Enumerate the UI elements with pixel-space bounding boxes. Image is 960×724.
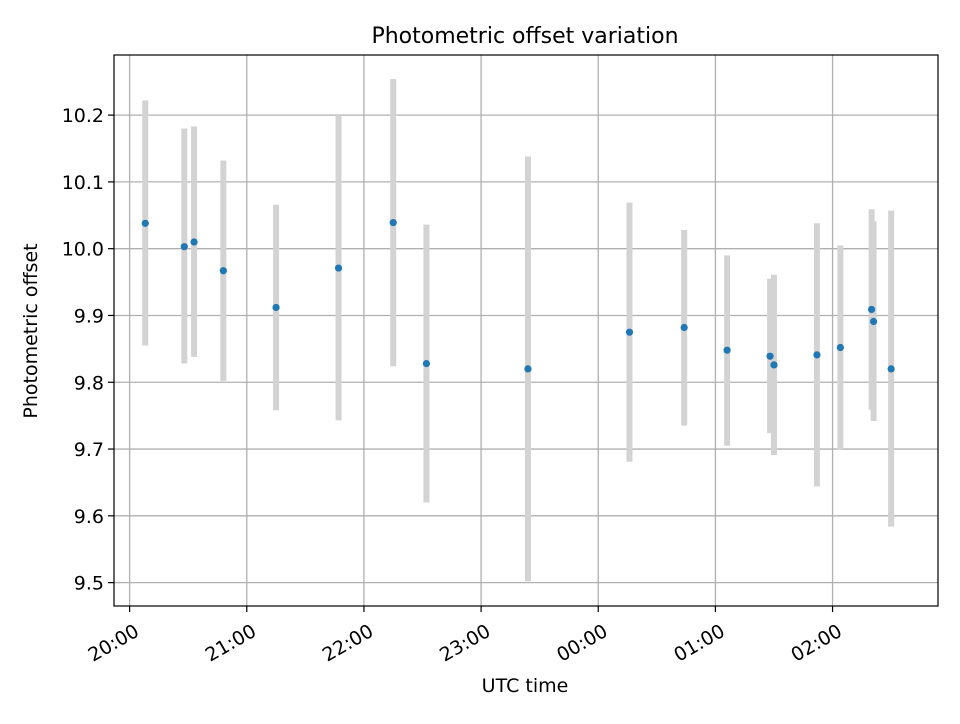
data-point	[836, 343, 844, 352]
data-point	[180, 243, 188, 251]
data-point	[334, 264, 343, 272]
data-point	[869, 317, 878, 326]
data-point	[389, 219, 397, 227]
data-point	[141, 219, 149, 227]
y-tick-label: 10.2	[62, 105, 104, 127]
data-point-layer	[141, 219, 895, 373]
plot-frame	[113, 54, 939, 607]
data-point	[813, 351, 821, 359]
data-point	[887, 365, 895, 373]
x-axis-label: UTC time	[482, 675, 569, 697]
data-point	[625, 328, 634, 336]
chart-title: Photometric offset variation	[371, 24, 678, 49]
data-point	[770, 361, 778, 369]
data-point	[219, 267, 227, 275]
y-tick-label: 9.7	[74, 439, 104, 461]
data-point	[766, 352, 774, 360]
y-axis-label: Photometric offset	[20, 243, 42, 418]
y-tick-label: 10.0	[62, 239, 104, 261]
y-tick-label: 9.8	[74, 372, 104, 394]
data-point	[422, 359, 431, 368]
data-point	[272, 303, 280, 312]
data-point	[190, 238, 198, 246]
data-point	[680, 323, 688, 332]
data-point	[524, 365, 532, 373]
y-tick-label: 10.1	[62, 172, 104, 194]
y-tick-label: 9.9	[74, 305, 104, 327]
data-point	[723, 346, 731, 354]
y-tick-label: 9.6	[74, 506, 104, 528]
y-tick-label: 9.5	[74, 573, 104, 595]
data-point	[868, 305, 876, 314]
